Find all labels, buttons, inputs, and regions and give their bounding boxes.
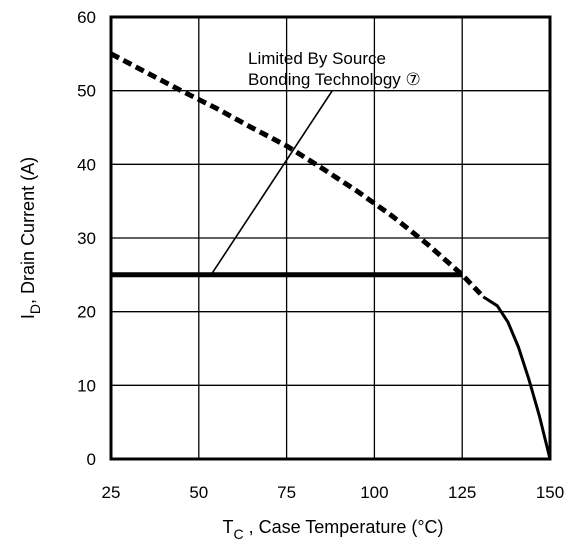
y-tick-label-0: 0 xyxy=(87,450,96,469)
x-tick-label-75: 75 xyxy=(277,483,296,502)
y-tick-label-10: 10 xyxy=(77,376,96,395)
annotation-group: Limited By Source Bonding Technology ⑦ xyxy=(210,49,421,276)
series-line-1 xyxy=(109,51,486,299)
y-tick-labels: 0 10 20 30 40 50 60 xyxy=(77,8,96,469)
y-tick-label-60: 60 xyxy=(77,8,96,27)
y-tick-label-50: 50 xyxy=(77,82,96,101)
x-tick-label-125: 125 xyxy=(448,483,476,502)
y-axis-title: ID, Drain Current (A) xyxy=(18,157,43,319)
annotation-text-line-2: Bonding Technology ⑦ xyxy=(248,70,421,89)
y-tick-label-20: 20 xyxy=(77,303,96,322)
x-tick-labels: 25 50 75 100 125 150 xyxy=(102,483,565,502)
annotation-text-line-1: Limited By Source xyxy=(248,49,386,68)
grid-lines xyxy=(111,17,550,459)
x-axis-title: TC , Case Temperature (°C) xyxy=(222,517,443,542)
y-tick-label-40: 40 xyxy=(77,155,96,174)
annotation-pointer-line xyxy=(210,90,333,276)
x-tick-label-50: 50 xyxy=(189,483,208,502)
series-group xyxy=(109,51,552,460)
x-tick-label-150: 150 xyxy=(536,483,564,502)
series-line-2 xyxy=(482,295,552,460)
x-tick-label-25: 25 xyxy=(102,483,121,502)
plot-frame xyxy=(109,15,552,461)
x-tick-label-100: 100 xyxy=(360,483,388,502)
y-tick-label-30: 30 xyxy=(77,229,96,248)
